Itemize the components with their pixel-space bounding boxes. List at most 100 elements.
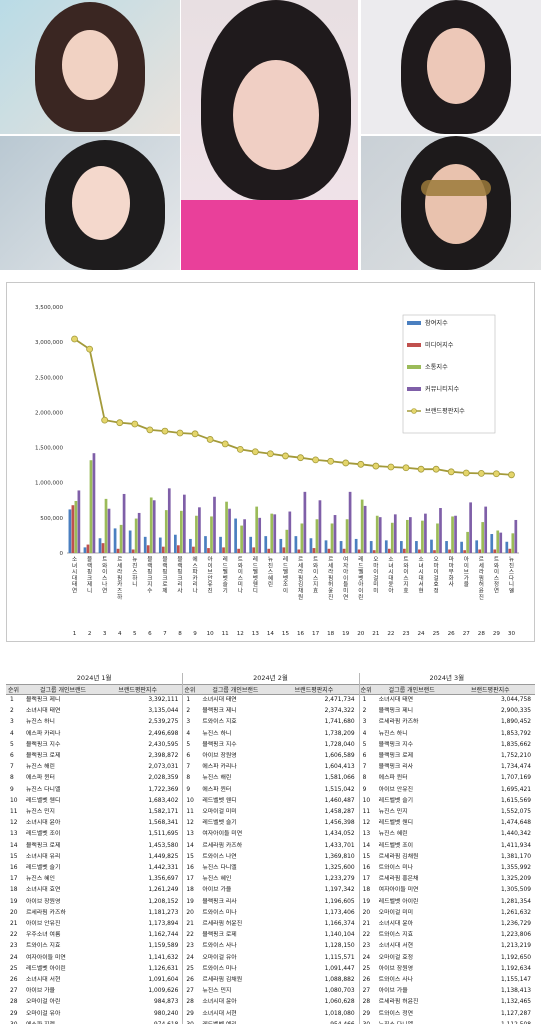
row-name: 아이브 장원영 <box>202 753 237 759</box>
category-index: 23 <box>402 631 410 637</box>
row-name: 뉴진스 하니 <box>26 719 55 726</box>
bar-3 <box>375 515 379 553</box>
row-name: 아이브 장원영 <box>378 965 414 972</box>
category-index: 21 <box>372 631 380 637</box>
row-index: 1,305,509 <box>501 887 531 894</box>
bar-3 <box>240 525 243 553</box>
row-rank: 15 <box>362 853 371 860</box>
table-row: 7 뉴진스 해린 2,073,031 <box>6 762 182 773</box>
bar-2 <box>282 547 286 553</box>
row-name: 블랙핑크 리사 <box>378 764 414 771</box>
bar-2 <box>327 548 331 553</box>
row-index: 1,140,104 <box>324 932 355 939</box>
table-row: 26 트와이스 사나 1,155,147 <box>359 975 535 986</box>
y-tick-label: 3,000,000 <box>35 340 63 346</box>
row-index: 3,392,111 <box>148 697 179 703</box>
brand-index-point <box>146 426 154 434</box>
row-rank: 26 <box>186 977 194 983</box>
row-name: 레드벨벳 슬기 <box>202 820 237 827</box>
bar-1 <box>294 536 298 553</box>
row-name: 블랙핑크 지수 <box>378 741 414 748</box>
table-row: 22 블랙핑크 로제 1,140,104 <box>182 930 358 941</box>
row-index: 2,028,359 <box>148 775 179 782</box>
table-row: 17 르세라핌 홍은채 1,325,209 <box>359 874 535 885</box>
category-index: 25 <box>433 631 441 637</box>
brand-index-point <box>251 448 259 456</box>
header-rank: 순위 <box>360 687 372 694</box>
row-index: 1,173,406 <box>324 909 355 916</box>
row-name: 블랙핑크 제니 <box>26 697 61 703</box>
bar-2 <box>101 543 105 553</box>
row-name: 뉴진스 다니엘 <box>379 1020 479 1024</box>
row-index: 1,434,052 <box>324 831 355 838</box>
bar-3 <box>74 500 78 553</box>
bar-3 <box>451 516 454 553</box>
row-name: 블랙핑크 로제 <box>378 753 414 759</box>
row-name: 뉴진스 해린 <box>202 775 232 782</box>
table-row: 14 블랙핑크 로제 1,453,580 <box>6 841 182 852</box>
category-index: 17 <box>312 631 320 637</box>
category-index: 12 <box>237 631 244 637</box>
table-row: 18 여자아이들 미연 1,305,509 <box>359 885 535 896</box>
table-row: 20 르세라핌 카즈하 1,181,273 <box>6 908 182 919</box>
bar-3 <box>210 516 213 553</box>
row-name: 트와이스 나연 <box>202 853 237 860</box>
table-row: 11 뉴진스 민지 1,582,171 <box>6 807 182 818</box>
row-rank: 5 <box>10 741 14 748</box>
header-name: 걸그룹 개인브랜드 <box>212 687 259 694</box>
row-index: 1,060,628 <box>324 999 355 1006</box>
row-index: 1,192,650 <box>501 954 531 961</box>
chart-canvas: 0 500,000 1,000,000 1,500,000 2,000,000 2,500… <box>35 305 519 637</box>
bar-2 <box>146 545 150 553</box>
row-index: 984,873 <box>153 999 179 1006</box>
row-index: 1,683,402 <box>148 797 179 804</box>
bar-1 <box>249 536 253 553</box>
table-row: 1 소녀시대 태연 3,044,758 <box>359 695 535 706</box>
row-rank: 14 <box>186 842 194 849</box>
row-rank: 3 <box>362 719 367 726</box>
table-row: 22 트와이스 지효 1,223,806 <box>359 930 535 941</box>
row-name: 아이브 가을 <box>378 988 408 995</box>
table-row: 23 트와이스 사나 1,128,150 <box>182 941 358 952</box>
bar-4 <box>77 490 81 553</box>
row-index: 1,458,287 <box>324 809 355 815</box>
row-rank: 18 <box>362 887 371 894</box>
category-index: 24 <box>418 631 426 637</box>
category-index: 1 <box>73 631 77 637</box>
category-index: 29 <box>493 631 501 637</box>
row-rank: 11 <box>10 809 18 815</box>
row-index: 2,900,335 <box>501 708 531 715</box>
bar-4 <box>363 505 367 553</box>
bar-3 <box>89 460 93 553</box>
row-name: 아이브 가을 <box>26 988 55 995</box>
row-index: 2,496,698 <box>148 730 179 737</box>
row-name: 아이브 안유진 <box>378 786 414 793</box>
bar-2 <box>222 547 225 553</box>
table-row: 24 오마이걸 유아 1,115,571 <box>182 953 358 964</box>
row-rank: 22 <box>10 932 18 939</box>
bar-2 <box>508 548 512 553</box>
row-rank: 8 <box>186 775 191 782</box>
row-name: 오마이걸 미미 <box>378 909 414 916</box>
table-row: 3 르세라핌 카즈하 1,890,452 <box>359 717 535 728</box>
row-name: 트와이스 미나 <box>378 865 414 871</box>
row-name: 레드벨벳 조이 <box>26 831 61 838</box>
table-row: 2 블랙핑크 제니 2,900,335 <box>359 706 535 717</box>
row-name: 에스파 윈터 <box>202 786 232 793</box>
row-rank: 22 <box>186 932 194 939</box>
legend-label: 브랜드평판지수 <box>425 407 465 415</box>
row-name: 트와이스 지효 <box>26 943 61 950</box>
brand-index-point <box>477 470 485 477</box>
brand-index-point <box>161 427 169 435</box>
row-rank: 10 <box>10 797 18 804</box>
table-row: 27 아이브 가을 1,138,413 <box>359 986 535 997</box>
table-row: 9 뉴진스 다니엘 1,722,369 <box>6 785 182 796</box>
bar-1 <box>324 540 328 553</box>
month-header: 2024년 2월 <box>253 674 288 682</box>
